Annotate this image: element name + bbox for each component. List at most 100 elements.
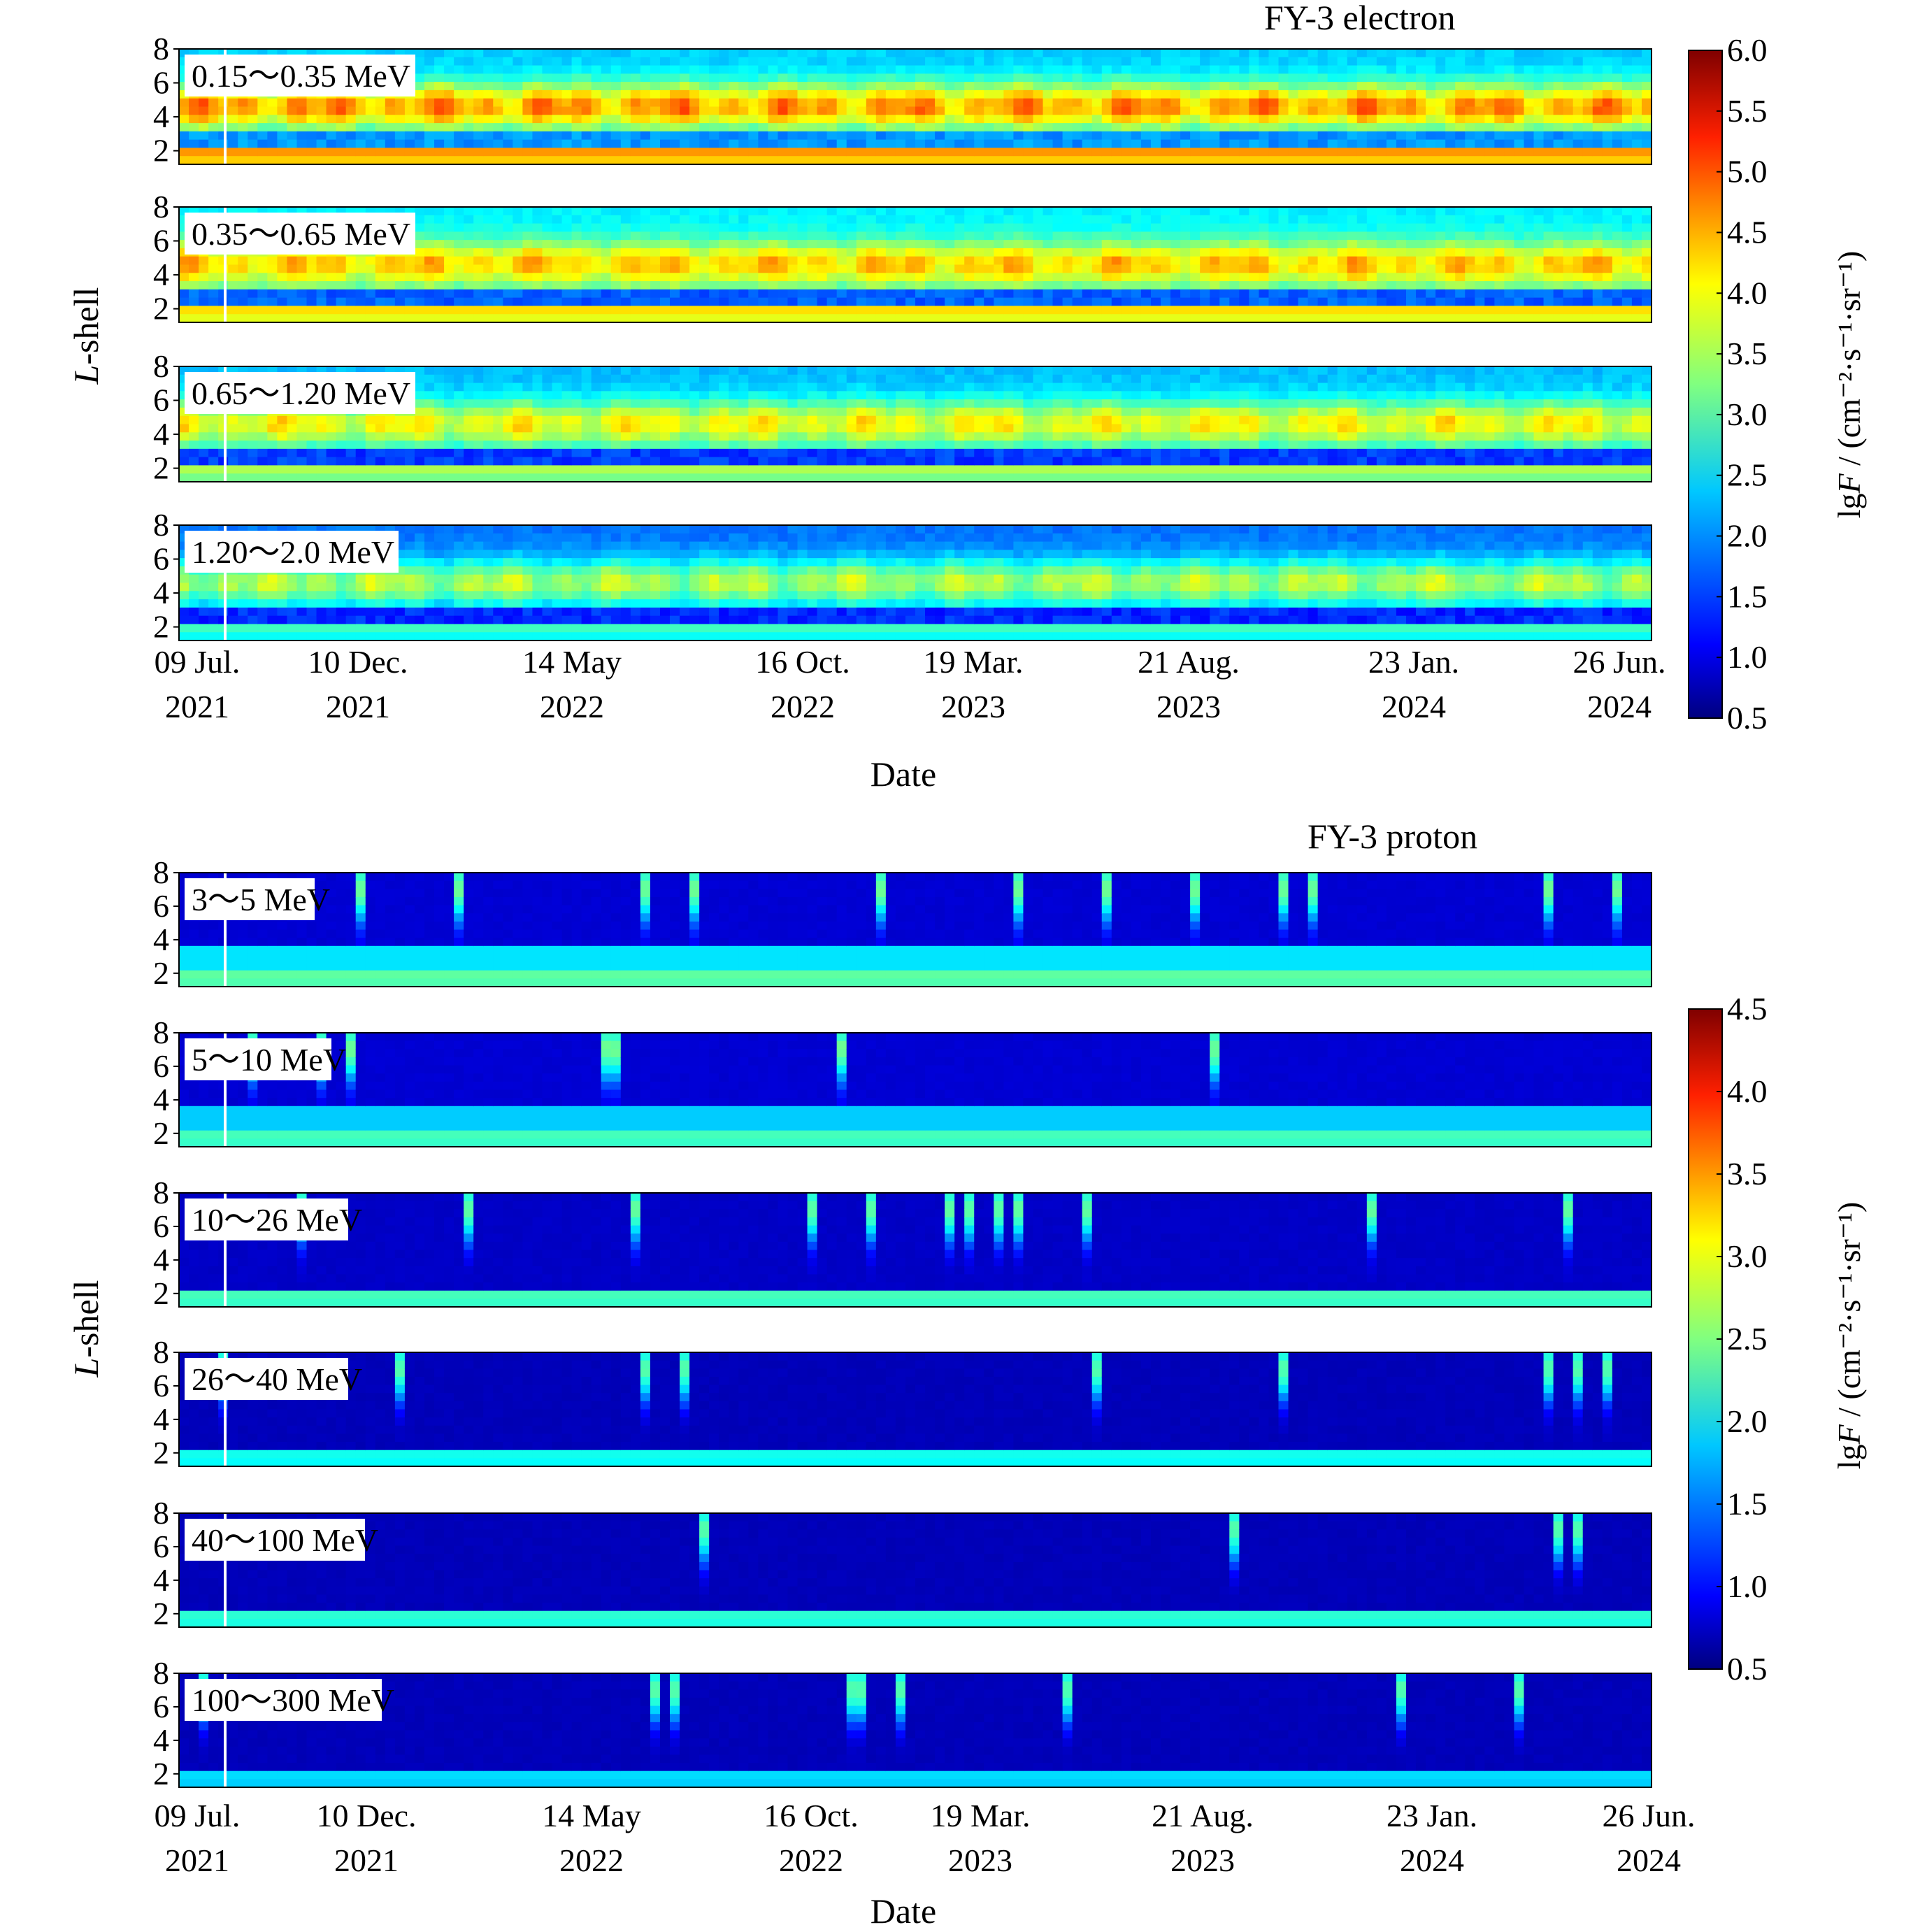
- electron-panel2-cell: [984, 289, 994, 299]
- electron-panel1-cell: [179, 139, 189, 149]
- electron-panel1-cell: [218, 106, 229, 115]
- electron-panel2-cell: [689, 297, 700, 307]
- electron-panel1-cell: [689, 148, 700, 157]
- electron-panel1-cell: [826, 106, 838, 115]
- electron-panel2-cell: [709, 231, 719, 241]
- electron-panel2-cell: [640, 240, 651, 249]
- electron-panel2-cell: [1641, 289, 1652, 299]
- electron-panel1-cell: [1101, 65, 1112, 74]
- electron-panel2-cell: [1376, 207, 1387, 216]
- electron-panel2-cell: [610, 281, 622, 290]
- electron-panel1-cell: [1582, 49, 1593, 58]
- electron-panel1-cell: [1150, 90, 1161, 99]
- electron-panel1-cell: [1210, 82, 1220, 91]
- electron-panel1-cell: [856, 98, 867, 108]
- electron-panel1-cell: [1543, 73, 1554, 83]
- electron-panel2-cell: [807, 240, 818, 249]
- electron-panel2-cell: [1553, 248, 1564, 257]
- electron-panel2-ytick-label: 6: [153, 223, 169, 259]
- electron-panel1-cell: [964, 148, 975, 157]
- electron-panel1-cell: [1366, 148, 1377, 157]
- electron-panel2-cell: [954, 306, 965, 315]
- electron-panel2-cell: [296, 273, 308, 282]
- electron-panel3-cell: [493, 415, 503, 425]
- electron-panel2-cell: [1249, 215, 1259, 224]
- electron-panel2-cell: [1121, 306, 1132, 315]
- electron-panel3-cell: [296, 424, 308, 433]
- electron-panel2-cell: [1013, 314, 1024, 323]
- electron-panel1-cell: [984, 82, 994, 91]
- electron-panel2-cell: [1631, 207, 1642, 216]
- electron-panel1-cell: [228, 115, 238, 124]
- electron-panel1-cell: [473, 98, 484, 108]
- electron-panel2-cell: [610, 289, 622, 299]
- electron-panel2-cell: [1161, 306, 1171, 315]
- electron-panel2-cell: [601, 306, 612, 315]
- electron-panel1-cell: [1239, 156, 1249, 165]
- electron-panel2-cell: [571, 207, 582, 216]
- electron-panel1-cell: [620, 57, 631, 66]
- electron-panel1-cell: [561, 131, 573, 141]
- electron-panel1-cell: [1131, 123, 1142, 132]
- electron-panel2-cell: [797, 273, 808, 282]
- electron-panel2-cell: [189, 256, 199, 266]
- electron-panel1-cell: [670, 73, 680, 83]
- electron-panel1-cell: [464, 98, 474, 108]
- electron-panel1-cell: [797, 90, 808, 99]
- electron-panel1-cell: [1249, 106, 1259, 115]
- electron-panel2-cell: [964, 297, 975, 307]
- electron-panel1-cell: [1582, 115, 1593, 124]
- electron-panel3-cell: [434, 473, 445, 482]
- electron-panel1-cell: [1288, 123, 1299, 132]
- electron-panel2-cell: [1337, 231, 1348, 241]
- electron-panel2-cell: [1052, 223, 1063, 232]
- electron-panel1-cell: [738, 131, 749, 141]
- electron-panel2-cell: [1533, 314, 1545, 323]
- electron-panel1-cell: [778, 57, 789, 66]
- electron-panel1-cell: [493, 57, 503, 66]
- electron-panel2-cell: [1298, 297, 1309, 307]
- electron-panel2-cell: [964, 240, 975, 249]
- electron-panel1-cell: [1445, 123, 1456, 132]
- electron-panel3-cell: [493, 407, 503, 417]
- electron-panel1-cell: [945, 90, 955, 99]
- electron-panel1-cell: [1435, 73, 1446, 83]
- electron-panel1-cell: [1376, 49, 1387, 58]
- electron-panel1-cell: [385, 148, 396, 157]
- electron-panel1-cell: [1426, 115, 1436, 124]
- electron-panel1-cell: [856, 73, 867, 83]
- electron-panel1-cell: [542, 82, 553, 91]
- electron-panel1-cell: [758, 57, 768, 66]
- electron-panel1-cell: [601, 65, 612, 74]
- electron-panel3-cell: [561, 374, 573, 384]
- electron-panel1-cell: [532, 131, 543, 141]
- electron-panel3-cell: [591, 399, 602, 408]
- electron-panel2-cell: [1514, 264, 1525, 273]
- electron-panel1-cell: [1131, 106, 1142, 115]
- electron-panel1-cell: [1386, 65, 1397, 74]
- electron-panel2-cell: [513, 207, 523, 216]
- electron-panel2-cell: [1288, 240, 1299, 249]
- electron-panel2-cell: [1582, 223, 1593, 232]
- electron-panel1-cell: [552, 123, 563, 132]
- electron-panel1-cell: [1376, 82, 1387, 91]
- electron-panel2-cell: [836, 231, 847, 241]
- electron-panel3-cell: [640, 366, 651, 375]
- electron-panel3-cell: [522, 366, 533, 375]
- electron-panel1-cell: [1317, 131, 1328, 141]
- electron-panel1-cell: [1278, 123, 1289, 132]
- electron-panel2-cell: [1631, 256, 1642, 266]
- electron-panel1-cell: [1612, 115, 1623, 124]
- electron-panel2-cell: [1612, 314, 1623, 323]
- electron-panel1-cell: [738, 98, 749, 108]
- electron-panel3-cell: [581, 424, 592, 433]
- electron-panel1-cell: [1386, 98, 1397, 108]
- electron-panel1-cell: [1327, 98, 1338, 108]
- electron-panel2-cell: [1259, 215, 1270, 224]
- electron-panel1-cell: [1356, 73, 1368, 83]
- electron-panel2-cell: [935, 264, 945, 273]
- electron-panel2-cell: [680, 207, 690, 216]
- electron-panel2-cell: [856, 215, 867, 224]
- electron-panel2-cell: [778, 289, 789, 299]
- electron-panel2-cell: [758, 264, 768, 273]
